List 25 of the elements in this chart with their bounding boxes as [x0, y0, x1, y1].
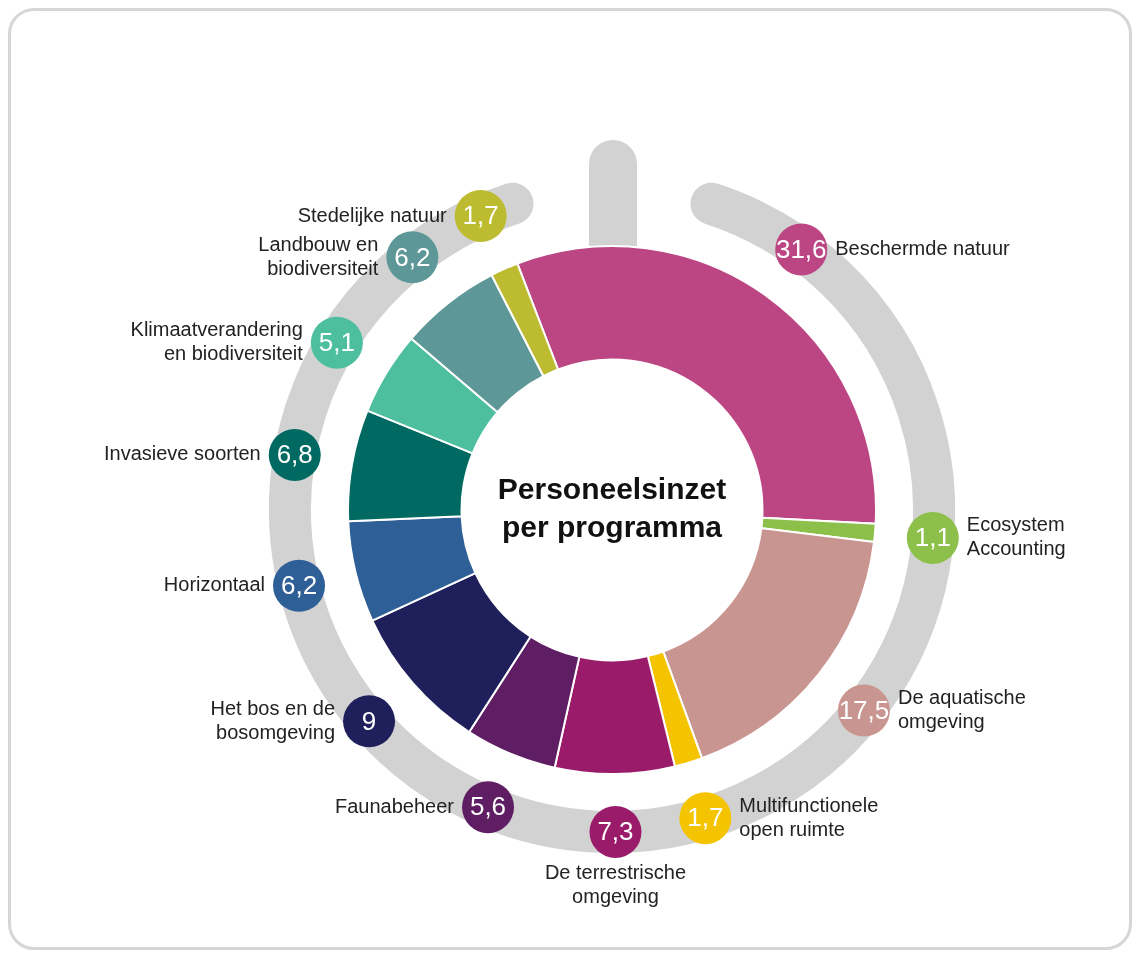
data-label: 7,3 [597, 816, 634, 847]
slice-label: Het bos en de bosomgeving [210, 696, 336, 743]
slice-label: Beschermde natuur [835, 236, 1011, 259]
data-label: 6,8 [276, 439, 313, 470]
data-label: 6,2 [394, 241, 431, 272]
text: Personeelsinzet per programma [497, 472, 727, 544]
slice-label: Stedelijke natuur [297, 203, 448, 226]
data-label: 5,1 [318, 326, 355, 357]
slice-label: Klimaatverandering en biodiversiteit [130, 318, 304, 365]
slice-label: Faunabeheer [335, 794, 455, 817]
data-label: 6,2 [280, 569, 318, 600]
slice-label: Multifunctionele open ruimte [739, 793, 879, 840]
data-label: 17,5 [838, 694, 890, 725]
data-label: 9 [361, 705, 377, 736]
slice-label: De terrestrische omgeving [544, 861, 687, 908]
data-label: 5,6 [469, 791, 507, 822]
slice-label: Horizontaal [163, 573, 266, 596]
data-label: 1,7 [462, 200, 499, 231]
data-label: 31,6 [775, 233, 827, 264]
slice-label: Landbouw en biodiversiteit [258, 232, 379, 279]
data-label: 1,1 [914, 522, 951, 553]
slice-label: Ecosystem Accounting [966, 513, 1066, 560]
data-label: 1,7 [687, 802, 724, 833]
slice-label: Invasieve soorten [103, 442, 261, 465]
slice-label: De aquatische omgeving [897, 686, 1026, 733]
